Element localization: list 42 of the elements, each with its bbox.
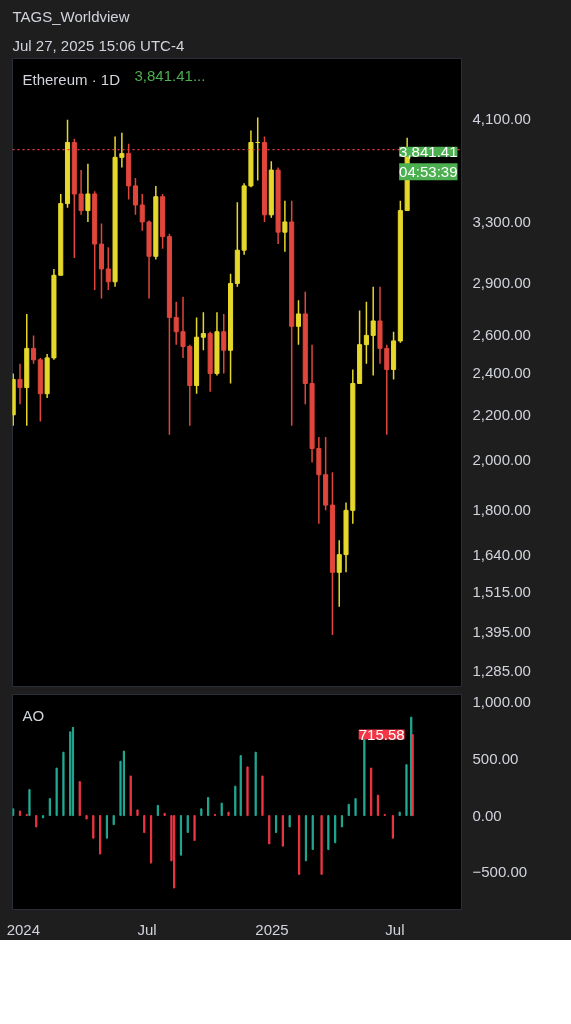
y-tick-label: 1,285.00 (472, 661, 531, 679)
candlestick (132, 177, 138, 216)
y-tick-label: 2,400.00 (472, 364, 531, 382)
candlestick (295, 299, 302, 346)
text: TAGS_Worldview (12, 7, 130, 25)
text: Jul 27, 2025 15:06 UTC-4 (12, 36, 185, 54)
y-tick-label: 1,800.00 (472, 501, 531, 519)
text: Ethereum · 1D (22, 70, 121, 88)
candlestick (31, 334, 37, 365)
y-tick-label: 2,900.00 (472, 274, 531, 292)
y-tick-label: 1,000.00 (472, 693, 531, 711)
candlestick (78, 169, 84, 216)
candlestick (221, 313, 227, 375)
x-tick-label: Jul (385, 920, 405, 938)
y-tick-label: 500.00 (472, 750, 519, 767)
text: AO (22, 706, 45, 724)
y-tick-label: −500.00 (472, 863, 528, 881)
candlestick (105, 246, 111, 291)
annotation: 04:53:39 (399, 163, 458, 181)
candlestick (282, 200, 288, 253)
candlestick (200, 311, 206, 352)
candlestick (139, 193, 145, 232)
y-tick-label: 4,100.00 (472, 109, 531, 127)
y-tick-label: 3,300.00 (472, 212, 531, 230)
y-tick-label: 1,640.00 (472, 545, 531, 563)
y-tick-label: 2,000.00 (472, 451, 531, 469)
y-tick-label: 1,395.00 (472, 622, 531, 640)
candlestick (363, 301, 369, 365)
y-tick-label: 2,600.00 (472, 326, 531, 344)
annotation: 715.58 (358, 725, 405, 743)
y-tick-label: 1,515.00 (472, 583, 531, 601)
x-tick-label: 2025 (255, 920, 289, 938)
x-tick-label: 2024 (6, 920, 41, 938)
x-tick-label: Jul (137, 920, 157, 938)
y-tick-label: 0.00 (472, 806, 502, 824)
candlestick (370, 285, 376, 377)
text: 3,841.41... (134, 66, 206, 84)
y-tick-label: 2,200.00 (472, 405, 531, 423)
candlestick (173, 301, 179, 346)
candlestick (17, 362, 23, 405)
candlestick (85, 162, 91, 223)
ref-line-label: 3,841.41 (399, 142, 458, 160)
